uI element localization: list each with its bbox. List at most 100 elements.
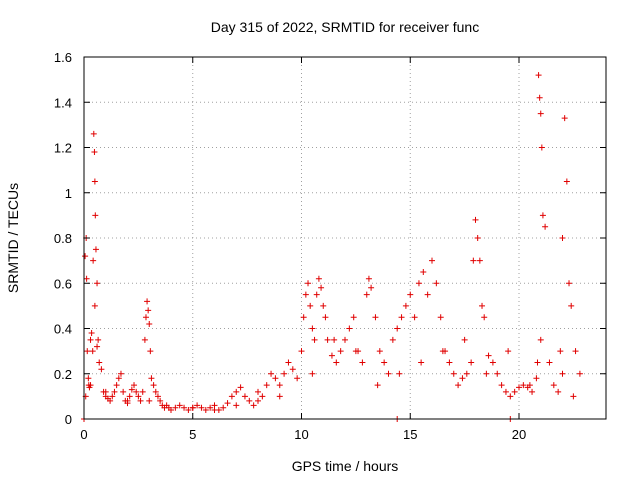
data-point [92, 246, 99, 253]
data-point [520, 382, 527, 389]
data-point [285, 359, 292, 366]
data-point [96, 359, 103, 366]
data-point [539, 212, 546, 219]
data-point [546, 359, 553, 366]
data-point [437, 314, 444, 321]
data-point [289, 366, 296, 373]
data-point [576, 370, 583, 377]
data-point [202, 406, 209, 413]
y-tick-label: 1.6 [54, 50, 72, 65]
data-point [402, 302, 409, 309]
data-point [141, 336, 148, 343]
data-point [98, 366, 105, 373]
data-point [494, 370, 501, 377]
x-tick-label: 10 [294, 427, 308, 442]
data-point [511, 388, 518, 395]
data-point [311, 336, 318, 343]
data-point [91, 149, 98, 156]
data-point [572, 348, 579, 355]
data-point [142, 314, 149, 321]
data-point [90, 257, 97, 264]
data-point [84, 348, 91, 355]
data-point [536, 94, 543, 101]
data-point [468, 359, 475, 366]
data-point [82, 253, 89, 260]
data-point [91, 178, 98, 185]
data-point [433, 280, 440, 287]
data-point [124, 397, 131, 404]
data-point [233, 402, 240, 409]
x-tick-label: 15 [403, 427, 417, 442]
data-point [537, 336, 544, 343]
data-point [324, 336, 331, 343]
data-point [302, 291, 309, 298]
data-point [407, 291, 414, 298]
data-point [446, 359, 453, 366]
data-point [385, 370, 392, 377]
data-point [88, 330, 95, 337]
data-point [555, 388, 562, 395]
data-point [305, 280, 312, 287]
data-point [352, 348, 359, 355]
data-point [526, 382, 533, 389]
data-point [320, 302, 327, 309]
data-point [550, 382, 557, 389]
data-point [220, 404, 227, 411]
data-point [359, 359, 366, 366]
data-point [333, 359, 340, 366]
data-point [126, 393, 133, 400]
data-point [570, 393, 577, 400]
data-point [207, 404, 214, 411]
data-point [102, 388, 109, 395]
data-point [346, 325, 353, 332]
data-point [415, 280, 422, 287]
data-point [281, 370, 288, 377]
data-point [224, 400, 231, 407]
data-point [315, 275, 322, 282]
data-point [498, 382, 505, 389]
data-point [259, 393, 266, 400]
data-point [557, 348, 564, 355]
data-point [455, 382, 462, 389]
axis-ticks: 0 5 10 15 20 0 0.2 0.4 0.6 0.8 1 1.2 1.4 1.6 [54, 50, 606, 442]
data-point [309, 325, 316, 332]
data-point [568, 302, 575, 309]
data-point [398, 314, 405, 321]
data-point [128, 386, 135, 393]
data-point [485, 352, 492, 359]
data-point [459, 375, 466, 382]
data-point [181, 404, 188, 411]
data-point [276, 393, 283, 400]
data-point [463, 370, 470, 377]
y-tick-label: 1.4 [54, 95, 72, 110]
data-point [563, 178, 570, 185]
data-point [394, 325, 401, 332]
data-point [559, 235, 566, 241]
data-point [146, 320, 153, 327]
data-point [476, 257, 483, 264]
data-point [318, 284, 325, 291]
data-point [461, 336, 468, 343]
data-point [94, 343, 101, 350]
data-point [534, 359, 541, 366]
data-point [300, 314, 307, 321]
data-point [381, 359, 388, 366]
data-point [120, 388, 127, 395]
data-point [92, 212, 99, 219]
data-point [363, 291, 370, 298]
data-point [250, 402, 257, 409]
data-point [255, 388, 261, 395]
data-point [313, 291, 320, 298]
data-point [479, 302, 486, 309]
data-point [483, 370, 490, 377]
data-point [331, 336, 338, 343]
data-point [246, 397, 253, 404]
data-point [115, 375, 122, 382]
data-point [146, 397, 153, 404]
data-point [87, 336, 94, 343]
data-point [322, 314, 329, 321]
data-point [255, 397, 261, 404]
data-point [144, 298, 151, 305]
data-point [294, 375, 301, 382]
